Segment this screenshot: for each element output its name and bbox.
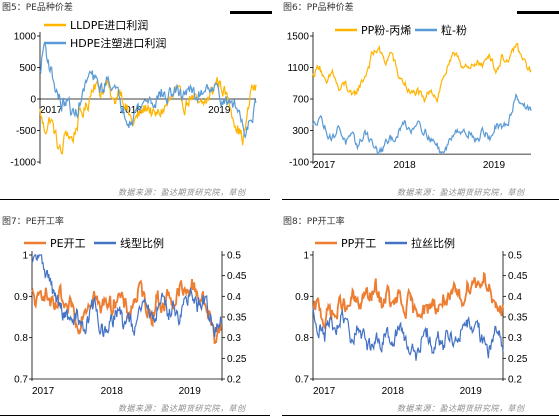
series-line — [312, 271, 504, 331]
y2-tick-label: 0.4 — [508, 292, 522, 303]
legend-label: 拉丝比例 — [411, 236, 455, 250]
source-note: 数据来源：盈达期货研究院，草创 — [118, 404, 246, 413]
series-line — [39, 77, 257, 155]
chart-panel-pe-spread: 图5：PE品种价差 1000 500 0 -500 -1000 2017 2018 2019 L… — [0, 0, 272, 200]
chart-pp-spread: 1500 1100 700 300 -100 2017 2018 2019 PP粉-丙烯 粒-粉 — [287, 23, 532, 171]
y2-tick-label: 0.5 — [508, 251, 522, 262]
x-tick-label: 2019 — [208, 105, 231, 116]
y2-tick-label: 0.3 — [227, 333, 241, 344]
y2-tick-label: 0.25 — [508, 354, 528, 365]
x-tick-label: 2018 — [120, 105, 143, 116]
y-tick-label: 0.9 — [14, 292, 28, 303]
legend-label: HDPE注塑进口利润 — [70, 36, 166, 50]
chart-panel-pp-operating-rate: 图8：PP开工率 1 0.9 0.8 0.7 0.5 0.45 0.4 0.35 0.3 0.25… — [281, 214, 559, 418]
y-tick-label: 0.8 — [14, 333, 28, 344]
x-tick-label: 2019 — [179, 386, 202, 397]
chart-panel-pe-operating-rate: 图7：PE开工率 1 0.9 0.8 0.7 0.5 0.45 0.4 0.35 0.3 0.25… — [0, 214, 272, 418]
y2-tick-label: 0.3 — [508, 333, 522, 344]
series-line — [39, 42, 257, 139]
chart-caption: 图5：PE品种价差 — [2, 3, 73, 13]
y-tick-label: 1 — [303, 251, 309, 262]
y-tick-label: 0.8 — [295, 333, 309, 344]
y2-tick-label: 0.45 — [227, 271, 247, 282]
y-tick-label: 1100 — [287, 63, 309, 74]
x-tick-label: 2017 — [40, 105, 63, 116]
y-tick-label: -100 — [289, 158, 309, 169]
x-tick-label: 2017 — [32, 386, 55, 397]
source-note: 数据来源：盈达期货研究院，草创 — [397, 188, 525, 197]
source-note: 数据来源：盈达期货研究院，草创 — [397, 404, 525, 413]
chart-pe-operating-rate: 1 0.9 0.8 0.7 0.5 0.45 0.4 0.35 0.3 0.25 0.2 2017 20… — [14, 236, 247, 397]
separator-rule — [0, 199, 270, 200]
title-rule — [517, 11, 559, 14]
y-tick-label: -500 — [16, 126, 36, 137]
y-tick-label: 300 — [292, 126, 309, 137]
x-tick-label: 2017 — [313, 386, 336, 397]
chart-caption: 图6：PP品种价差 — [283, 3, 354, 13]
y-tick-label: 700 — [292, 95, 309, 106]
legend-label: LLDPE进口利润 — [70, 18, 148, 32]
x-tick-label: 2019 — [483, 160, 506, 171]
y-tick-label: 500 — [19, 63, 36, 74]
x-tick-label: 2017 — [313, 160, 336, 171]
source-note: 数据来源：盈达期货研究院，草创 — [118, 188, 246, 197]
y-tick-label: 0.7 — [14, 375, 28, 386]
legend-label: 线型比例 — [120, 236, 164, 250]
y2-tick-label: 0.25 — [227, 354, 247, 365]
legend-label: 粒-粉 — [441, 23, 467, 37]
y-tick-label: 0.7 — [295, 375, 309, 386]
x-tick-label: 2018 — [101, 386, 124, 397]
chart-pp-operating-rate: 1 0.9 0.8 0.7 0.5 0.45 0.4 0.35 0.3 0.25 0.2 2017 20… — [295, 236, 528, 397]
y-tick-label: 0 — [30, 95, 36, 106]
title-rule — [230, 11, 272, 14]
y-tick-label: -1000 — [10, 158, 36, 169]
y2-tick-label: 0.35 — [508, 313, 528, 324]
legend-label: PE开工 — [50, 237, 86, 250]
chart-caption: 图8：PP开工率 — [283, 217, 345, 227]
y2-tick-label: 0.45 — [508, 271, 528, 282]
series-line — [31, 279, 223, 345]
y2-tick-label: 0.2 — [508, 375, 522, 386]
series-line — [312, 307, 504, 361]
legend-label: PP粉-丙烯 — [361, 24, 411, 37]
separator-rule — [0, 415, 270, 416]
y2-tick-label: 0.2 — [227, 375, 241, 386]
y-tick-label: 1 — [22, 251, 28, 262]
chart-caption: 图7：PE开工率 — [2, 217, 64, 227]
chart-pe-spread: 1000 500 0 -500 -1000 2017 2018 2019 LLDPE进口利润 HD… — [10, 18, 257, 169]
series-line — [312, 93, 532, 156]
y2-tick-label: 0.5 — [227, 251, 241, 262]
x-tick-label: 2018 — [382, 386, 405, 397]
y-tick-label: 1500 — [287, 32, 310, 43]
y2-tick-label: 0.35 — [227, 313, 247, 324]
chart-panel-pp-spread: 图6：PP品种价差 1500 1100 700 300 -100 2017 2018 2019… — [281, 0, 559, 200]
x-tick-label: 2018 — [393, 160, 416, 171]
y-tick-label: 0.9 — [295, 292, 309, 303]
series-line — [31, 254, 223, 338]
x-tick-label: 2019 — [460, 386, 483, 397]
series-line — [312, 42, 532, 103]
y2-tick-label: 0.4 — [227, 292, 241, 303]
legend-label: PP开工 — [341, 237, 376, 250]
y-tick-label: 1000 — [14, 32, 37, 43]
separator-rule — [282, 415, 559, 416]
separator-rule — [282, 199, 559, 200]
